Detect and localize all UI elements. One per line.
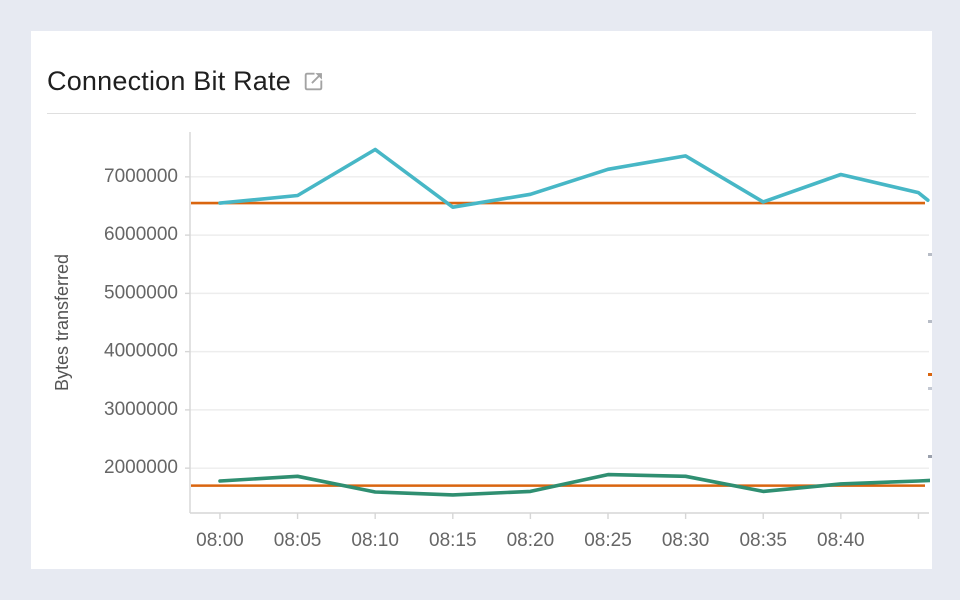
x-tick-label: 08:05 bbox=[274, 530, 322, 551]
x-tick-label: 08:40 bbox=[817, 530, 865, 551]
clipped-edge-mark bbox=[928, 373, 932, 376]
x-tick-label: 08:35 bbox=[739, 530, 787, 551]
y-tick-label: 6000000 bbox=[104, 224, 178, 245]
y-tick-label: 2000000 bbox=[104, 457, 178, 478]
chart-panel: Connection Bit Rate 2000000 3000000 400000… bbox=[31, 31, 932, 569]
y-axis-title: Bytes transferred bbox=[52, 254, 72, 391]
teal-series-line bbox=[218, 147, 930, 209]
x-tick-label: 08:25 bbox=[584, 530, 632, 551]
clipped-edge-mark bbox=[928, 253, 932, 256]
external-link-icon[interactable] bbox=[301, 69, 326, 94]
y-tick-label: 5000000 bbox=[104, 282, 178, 303]
line-chart: 2000000 3000000 4000000 5000000 6000000 70000… bbox=[52, 132, 930, 551]
x-tick-label: 08:20 bbox=[507, 530, 555, 551]
x-tick-label: 08:00 bbox=[196, 530, 244, 551]
clipped-edge-mark bbox=[928, 320, 932, 323]
y-tick-label: 4000000 bbox=[104, 341, 178, 362]
x-tick-label: 08:15 bbox=[429, 530, 477, 551]
green-series-line bbox=[218, 472, 930, 497]
x-tick-label: 08:30 bbox=[662, 530, 710, 551]
x-tick-label: 08:10 bbox=[351, 530, 399, 551]
clipped-edge-mark bbox=[928, 387, 932, 390]
clipped-edge-mark bbox=[928, 455, 932, 458]
chart-header: Connection Bit Rate bbox=[47, 61, 326, 101]
header-divider bbox=[47, 113, 916, 114]
chart-title: Connection Bit Rate bbox=[47, 65, 291, 96]
y-tick-label: 7000000 bbox=[104, 166, 178, 187]
y-tick-label: 3000000 bbox=[104, 399, 178, 420]
